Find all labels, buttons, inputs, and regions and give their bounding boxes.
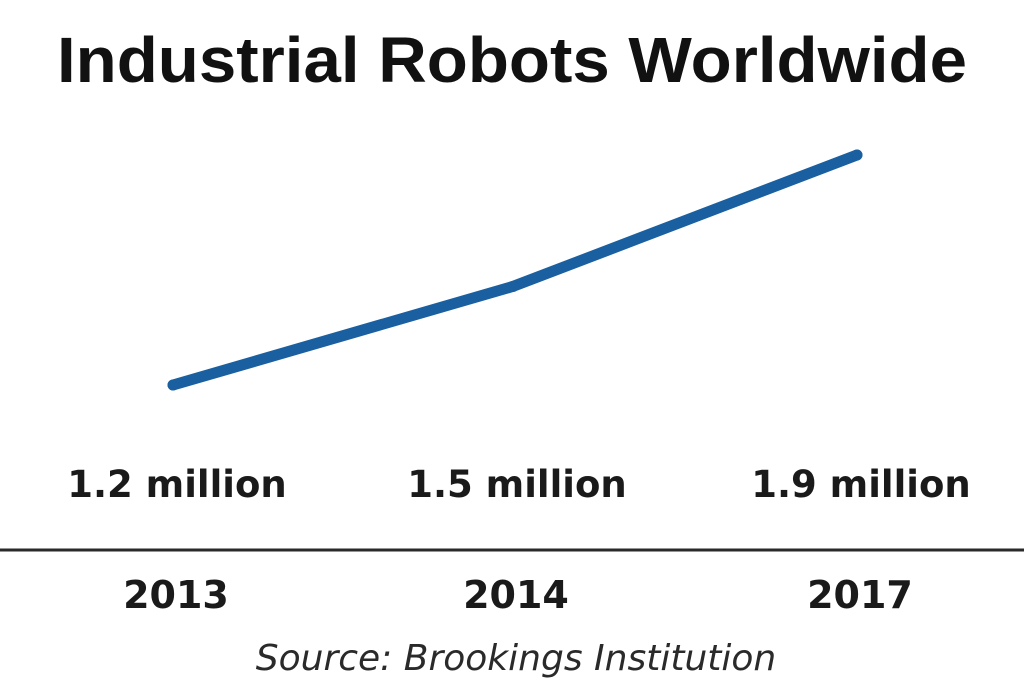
x-tick-label-2013: 2013	[123, 573, 229, 617]
data-point-2017	[851, 149, 863, 161]
x-tick-label-2017: 2017	[807, 573, 913, 617]
data-point-2014	[507, 280, 519, 292]
data-label-2014: 1.5 million	[407, 463, 626, 506]
value-labels: 1.2 million 1.5 million 1.9 million	[67, 463, 970, 506]
chart-title: Industrial Robots Worldwide	[57, 24, 967, 96]
data-point-2013	[167, 379, 179, 391]
series-layer	[167, 149, 863, 391]
data-label-2013: 1.2 million	[67, 463, 286, 506]
data-label-2017: 1.9 million	[751, 463, 970, 506]
series-line-industrial-robots	[167, 149, 863, 391]
x-tick-labels: 2013 2014 2017	[123, 573, 913, 617]
x-tick-label-2014: 2014	[463, 573, 569, 617]
source-note: Source: Brookings Institution	[256, 638, 776, 679]
